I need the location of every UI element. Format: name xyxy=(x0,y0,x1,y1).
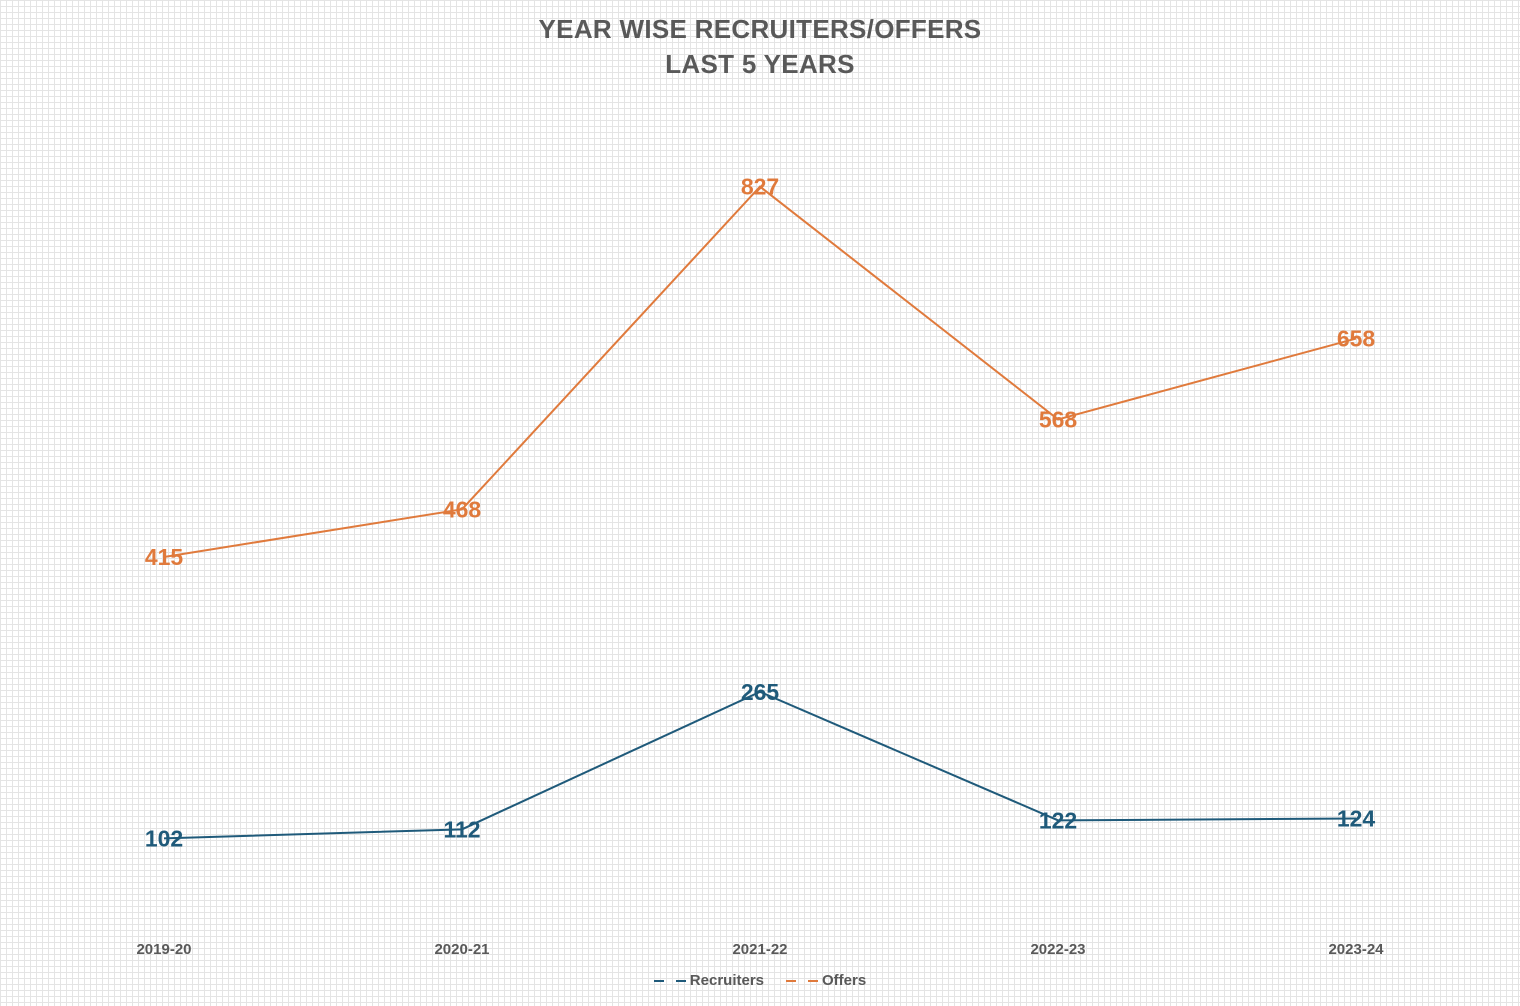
chart-subtitle: LAST 5 YEARS xyxy=(665,49,855,79)
legend-swatch-offers xyxy=(808,979,818,982)
legend-swatch-recruiters xyxy=(675,979,686,982)
offers-data-label: 468 xyxy=(443,496,482,522)
legend-swatch-offers xyxy=(786,979,796,982)
legend: Recruiters Offers xyxy=(0,972,1520,989)
offers-data-label: 827 xyxy=(741,174,779,200)
legend-label-recruiters: Recruiters xyxy=(689,972,764,989)
recruiters-series-line xyxy=(163,690,1357,840)
x-tick-label: 2023-24 xyxy=(1328,941,1384,958)
x-tick-label: 2022-23 xyxy=(1030,941,1085,958)
x-tick-label: 2021-22 xyxy=(732,941,787,958)
legend-item-recruiters: Recruiters xyxy=(653,972,764,989)
recruiters-data-label: 122 xyxy=(1039,807,1077,833)
offers-data-label: 568 xyxy=(1039,406,1078,432)
offers-data-label: 658 xyxy=(1337,326,1376,352)
x-tick-label: 2020-21 xyxy=(434,941,489,958)
recruiters-data-label: 124 xyxy=(1337,806,1376,832)
legend-label-offers: Offers xyxy=(822,972,867,989)
x-tick-label: 2019-20 xyxy=(136,941,191,958)
recruiters-data-label: 112 xyxy=(443,816,480,842)
offers-data-label: 415 xyxy=(145,544,184,570)
legend-swatch-recruiters xyxy=(653,979,664,982)
legend-item-offers: Offers xyxy=(786,972,866,989)
offers-series-line xyxy=(163,185,1357,558)
recruiters-data-label: 102 xyxy=(145,825,183,851)
recruiters-data-label: 265 xyxy=(741,679,780,705)
chart-title: YEAR WISE RECRUITERS/OFFERS xyxy=(538,14,982,44)
